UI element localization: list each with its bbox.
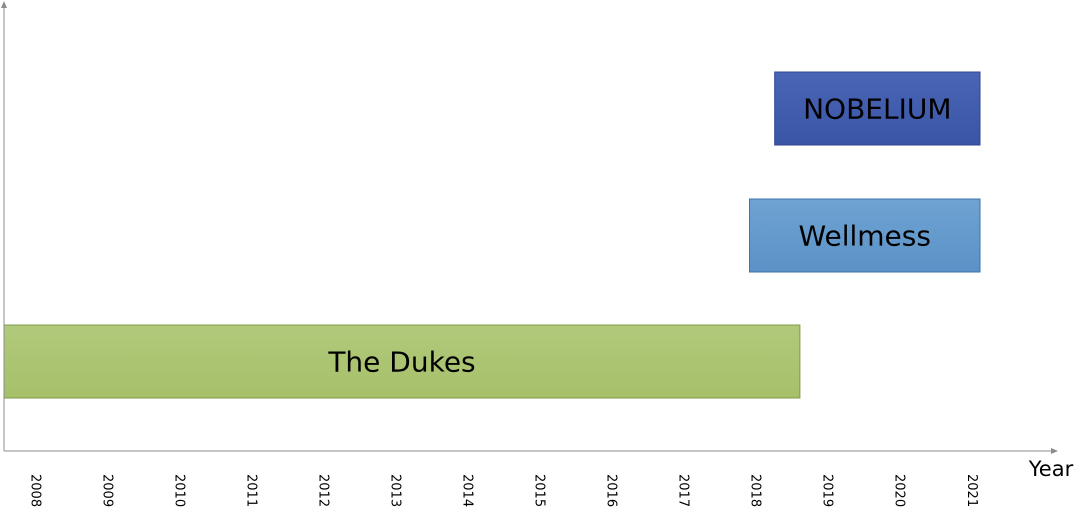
x-tick-label-2018: 2018	[748, 474, 763, 507]
x-axis-arrow	[1051, 448, 1058, 454]
axes-group	[1, 1, 1058, 454]
x-tick-label-2021: 2021	[964, 474, 979, 507]
bar-wellmess	[749, 198, 981, 273]
bar-label-nobelium: NOBELIUM	[803, 93, 951, 126]
x-tick-label-2016: 2016	[604, 474, 619, 507]
x-tick-labels: 2008 2009 2010 2011 2012 2013 2014 2015 2016 2017…	[27, 474, 978, 507]
x-tick-label-2009: 2009	[99, 474, 114, 507]
bars-group: The Dukes Wellmess NOBELIUM	[3, 71, 981, 399]
bar-nobelium	[774, 71, 981, 146]
y-axis-arrow	[1, 1, 7, 8]
bar-label-wellmess: Wellmess	[798, 220, 931, 253]
x-tick-label-2011: 2011	[244, 474, 259, 507]
bar-label-the-dukes: The Dukes	[327, 346, 475, 379]
bar-the-dukes	[3, 324, 801, 399]
x-tick-label-2019: 2019	[820, 474, 835, 507]
x-axis-title: Year	[1028, 457, 1074, 481]
x-tick-label-2010: 2010	[172, 474, 187, 507]
x-tick-label-2012: 2012	[316, 474, 331, 507]
x-tick-label-2013: 2013	[388, 474, 403, 507]
x-tick-label-2015: 2015	[532, 474, 547, 507]
x-tick-label-2017: 2017	[676, 474, 691, 507]
x-tick-label-2008: 2008	[27, 474, 42, 507]
x-tick-label-2014: 2014	[460, 474, 475, 507]
x-tick-label-2020: 2020	[892, 474, 907, 507]
